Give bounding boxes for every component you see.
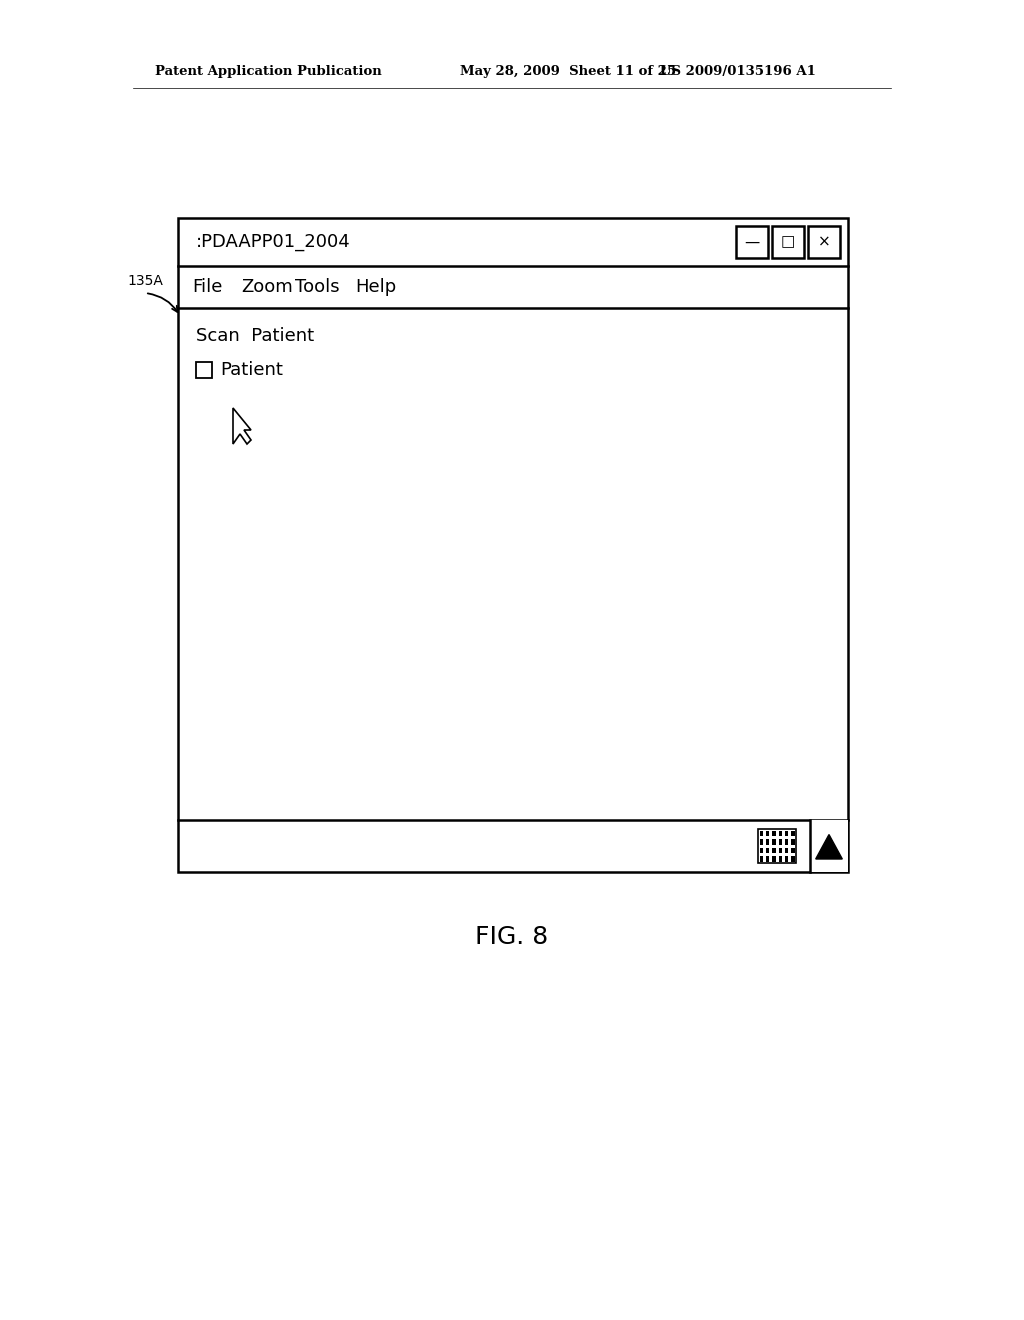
Polygon shape bbox=[816, 834, 843, 859]
Bar bbox=[778, 847, 782, 853]
Bar bbox=[784, 847, 788, 853]
Text: FIG. 8: FIG. 8 bbox=[475, 925, 549, 949]
Text: Scan  Patient: Scan Patient bbox=[196, 327, 314, 345]
Bar bbox=[772, 855, 775, 862]
Bar bbox=[772, 847, 775, 853]
Bar bbox=[760, 847, 763, 853]
Text: :PDAAPP01_2004: :PDAAPP01_2004 bbox=[196, 234, 351, 251]
Bar bbox=[792, 840, 795, 845]
Polygon shape bbox=[233, 408, 251, 444]
Bar bbox=[760, 855, 763, 862]
Bar bbox=[784, 830, 788, 836]
Bar bbox=[784, 840, 788, 845]
Text: □: □ bbox=[781, 235, 796, 249]
Bar bbox=[736, 226, 768, 257]
Bar bbox=[792, 847, 795, 853]
Bar bbox=[766, 840, 769, 845]
Bar bbox=[772, 840, 775, 845]
Text: US 2009/0135196 A1: US 2009/0135196 A1 bbox=[660, 66, 816, 78]
Bar bbox=[778, 840, 782, 845]
Text: Patent Application Publication: Patent Application Publication bbox=[155, 66, 382, 78]
Text: Help: Help bbox=[355, 279, 397, 296]
Bar bbox=[778, 830, 782, 836]
Text: Zoom: Zoom bbox=[242, 279, 294, 296]
Bar bbox=[196, 362, 212, 378]
Text: ×: × bbox=[817, 235, 830, 249]
Bar bbox=[766, 847, 769, 853]
Bar bbox=[810, 820, 848, 873]
Bar bbox=[792, 830, 795, 836]
Text: Tools: Tools bbox=[295, 279, 340, 296]
Bar bbox=[778, 855, 782, 862]
Text: May 28, 2009  Sheet 11 of 25: May 28, 2009 Sheet 11 of 25 bbox=[460, 66, 676, 78]
Bar bbox=[766, 855, 769, 862]
Bar bbox=[772, 830, 775, 836]
Bar bbox=[784, 855, 788, 862]
Text: 135A: 135A bbox=[127, 275, 163, 288]
Bar bbox=[792, 855, 795, 862]
Bar bbox=[760, 840, 763, 845]
Text: —: — bbox=[744, 235, 760, 249]
Bar bbox=[808, 226, 840, 257]
Text: File: File bbox=[193, 279, 223, 296]
Bar bbox=[772, 226, 804, 257]
Bar bbox=[766, 830, 769, 836]
Text: Patient: Patient bbox=[220, 360, 283, 379]
Bar bbox=[178, 218, 848, 873]
Bar bbox=[760, 830, 763, 836]
Bar bbox=[758, 829, 796, 863]
